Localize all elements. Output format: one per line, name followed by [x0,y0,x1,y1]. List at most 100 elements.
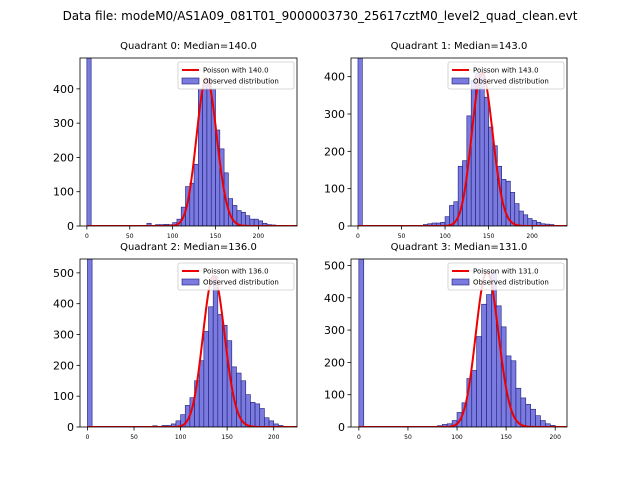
histogram-bar [250,402,256,427]
histogram-bar [264,417,270,427]
legend-observed-swatch [451,278,470,286]
legend-box [447,262,565,291]
y-tick-label: 0 [338,421,345,434]
x-tick-label: 150 [500,434,512,441]
x-tick-label: 0 [86,434,90,441]
histogram-bar [253,218,259,226]
y-tick-label: 300 [324,324,345,337]
axes-frame [79,258,298,428]
x-tick-label: 150 [210,233,222,240]
histogram-bar [530,408,536,427]
histogram-bar [514,203,520,226]
x-tick-label: 150 [221,434,233,441]
legend-poisson-label: Poisson with 131.0 [473,268,539,276]
panel-quadrant-0: 0 100 200 300 400 0 50 100 150 200 Quadrant 0: Med… [53,41,298,240]
legend-observed-swatch [181,77,200,85]
panel-title: Quadrant 1: Median=143.0 [391,41,528,52]
histogram-bar [202,85,208,226]
y-tick-label: 0 [338,220,345,233]
histogram-bar [254,403,261,427]
plot-area [358,259,567,427]
histogram-bar [245,394,251,427]
panel-title: Quadrant 2: Median=136.0 [120,242,257,253]
legend-observed-swatch [451,77,470,85]
y-tick-label: 500 [324,259,345,272]
legend-box [447,61,565,90]
poisson-curve [87,274,297,427]
x-tick-label: 200 [253,233,265,240]
legend: Poisson with 143.0 Observed distribution [447,61,565,90]
histogram-bar [206,78,212,226]
histogram-bar [193,163,199,226]
histogram-bar [203,331,209,427]
axes-frame [350,258,568,428]
y-tick-label: 400 [53,83,74,96]
x-tick-label: 100 [439,233,451,240]
axes-frame [79,57,298,227]
y-tick-label: 100 [53,390,74,403]
legend-observed-label: Observed distribution [473,78,549,86]
histogram-bar [217,314,223,427]
y-tick-label: 100 [324,183,345,196]
y-tick-label: 400 [324,292,345,305]
x-tick-label: 100 [167,233,179,240]
histogram-bar [259,408,265,427]
legend: Poisson with 140.0 Observed distribution [177,61,295,90]
legend-box [177,61,295,90]
legend: Poisson with 136.0 Observed distribution [177,262,295,291]
x-tick-label: 100 [175,434,187,441]
poisson-curve [357,71,567,226]
histogram-bar [488,126,494,226]
legend-observed-label: Observed distribution [203,78,279,86]
histogram-bar [245,215,251,226]
histogram-bar [240,211,246,226]
y-tick-label: 200 [53,359,74,372]
x-tick-label: 50 [126,233,134,240]
panel-quadrant-2: 0 100 200 300 400 500 0 50 100 150 200 Quadrant 2: … [53,242,298,441]
x-tick-label: 50 [130,434,138,441]
legend-observed-label: Observed distribution [473,279,549,287]
legend: Poisson with 131.0 Observed distribution [447,262,565,291]
plot-area [357,58,567,226]
panel-quadrant-3: 0 100 200 300 400 500 0 50 100 150 200 Quadrant 3: … [324,242,568,441]
y-tick-label: 200 [324,145,345,158]
histogram-bar [212,275,219,427]
histogram-bar [198,360,205,427]
histogram-bar [523,214,529,226]
x-tick-label: 150 [483,233,495,240]
histogram-bar [208,306,214,427]
histogram-bar [479,72,485,226]
y-tick-label: 300 [53,329,74,342]
x-tick-label: 0 [356,233,360,240]
legend-observed-swatch [181,278,200,286]
x-tick-label: 100 [451,434,463,441]
y-tick-label: 0 [67,220,74,233]
panels-container: 0 100 200 300 400 0 50 100 150 200 Quadrant 0: Med… [53,41,568,441]
histogram-bar [87,259,93,427]
histogram-bar [483,96,489,226]
histogram-bar [518,210,524,226]
y-tick-label: 100 [53,186,74,199]
histogram-bar [471,370,477,427]
y-tick-label: 400 [53,298,74,311]
x-tick-label: 0 [85,233,89,240]
legend-poisson-label: Poisson with 143.0 [473,67,539,75]
panel-quadrant-1: 0 100 200 300 400 0 50 100 150 200 Quadrant 1: Med… [324,41,568,240]
y-tick-label: 300 [324,108,345,121]
x-tick-label: 0 [357,434,361,441]
histogram-bar [86,58,92,226]
y-tick-label: 100 [324,389,345,402]
y-tick-label: 200 [53,151,74,164]
histogram-bar [476,336,482,427]
x-tick-label: 200 [526,233,538,240]
y-tick-label: 200 [324,356,345,369]
histogram-bar [481,303,487,427]
panel-title: Quadrant 3: Median=131.0 [391,242,528,253]
histogram-bar [520,397,527,427]
histogram-bar [486,294,492,427]
legend-observed-label: Observed distribution [203,279,279,287]
panel-title: Quadrant 0: Median=140.0 [120,41,257,52]
x-tick-label: 50 [398,233,406,240]
legend-box [177,262,295,291]
